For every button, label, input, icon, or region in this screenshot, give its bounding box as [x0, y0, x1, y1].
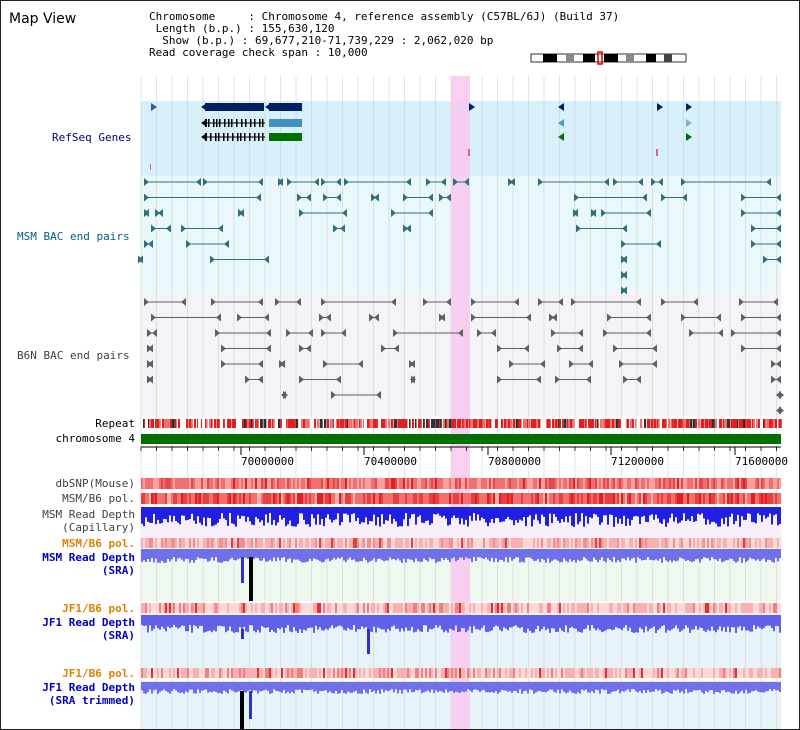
track-label-jf1-b6-pol: JF1/B6 pol.	[62, 602, 135, 615]
track-label-refseq: RefSeq Genes	[52, 131, 132, 144]
axis-tick-label: 71200000	[611, 455, 664, 468]
coordinate-axis: 70000000 70400000 70800000 71200000 71600000	[140, 446, 788, 468]
track-label-jf1-depth-sra-sub: (SRA)	[101, 629, 135, 642]
track-label-dbsnp: dbSNP(Mouse)	[55, 477, 135, 490]
msm-sra-depth[interactable]	[141, 549, 781, 601]
track-label-msm-depth-sra: MSM Read Depth	[42, 551, 135, 564]
repeat-track[interactable]	[141, 419, 782, 428]
track-label-repeat: Repeat	[95, 417, 135, 430]
track-label-msm-bac: MSM BAC end pairs	[17, 230, 130, 243]
axis-tick-label: 70400000	[364, 455, 417, 468]
msm-b6-pol-heatmap-2[interactable]	[141, 538, 782, 548]
highlight-region	[451, 76, 470, 729]
track-label-msm-depth-cap-sub: (Capillary)	[62, 521, 135, 534]
track-label-msm-depth-cap: MSM Read Depth	[42, 508, 135, 521]
b6n-bac-end-pairs[interactable]	[144, 298, 784, 415]
chromosome-value: Chromosome 4, reference assembly (C57BL/…	[261, 10, 620, 23]
show-key: Show (b.p.)	[162, 34, 236, 47]
coverage-key: Read coverage check span	[149, 46, 308, 59]
region-info: Chromosome : Chromosome 4, reference ass…	[149, 10, 620, 59]
jf1-sra-depth[interactable]	[141, 615, 781, 654]
msm-b6-pol-heatmap[interactable]	[141, 493, 782, 504]
track-label-chromosome: chromosome 4	[55, 432, 135, 445]
jf1-b6-pol-heatmap[interactable]	[141, 603, 782, 613]
chromosome-bar[interactable]	[141, 434, 781, 444]
chromosome-ideogram[interactable]	[530, 51, 687, 65]
length-value: 155,630,120	[261, 22, 335, 35]
track-label-jf1-depth-sra: JF1 Read Depth	[42, 616, 135, 629]
track-label-jf1-depth-trim: JF1 Read Depth	[42, 681, 135, 694]
track-label-jf1-depth-trim-sub: (SRA trimmed)	[48, 694, 135, 707]
msm-capillary-depth[interactable]	[141, 507, 781, 527]
show-value: 69,677,210-71,739,229 : 2,062,020 bp	[254, 34, 494, 47]
msm-bac-end-pairs[interactable]	[138, 178, 781, 295]
axis-tick-label: 70800000	[488, 455, 541, 468]
track-label-b6n-bac: B6N BAC end pairs	[17, 349, 130, 362]
axis-tick-label: 70000000	[241, 455, 294, 468]
page-title: Map View	[9, 11, 77, 27]
track-label-jf1-b6-pol-2: JF1/B6 pol.	[62, 667, 135, 680]
coverage-value: 10,000	[327, 46, 368, 59]
track-label-msm-b6-pol: MSM/B6 pol.	[62, 492, 135, 505]
jf1-b6-pol-heatmap-2[interactable]	[141, 668, 782, 678]
track-label-msm-depth-sra-sub: (SRA)	[101, 564, 135, 577]
refseq-genes[interactable]	[150, 103, 692, 170]
jf1-trimmed-depth[interactable]	[141, 682, 781, 729]
dbsnp-heatmap[interactable]	[141, 478, 782, 489]
length-key: Length (b.p.)	[155, 22, 242, 35]
track-label-msm-b6-pol-2: MSM/B6 pol.	[62, 537, 135, 550]
chromosome-key: Chromosome	[149, 10, 216, 23]
axis-tick-label: 71600000	[735, 455, 788, 468]
